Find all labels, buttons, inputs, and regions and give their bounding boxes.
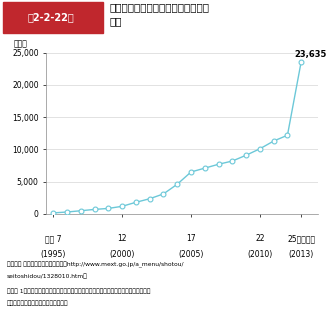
Text: 22: 22 [255,234,265,243]
Text: （出典） 文部科学省ホームページ（http://www.mext.go.jp/a_menu/shotou/: （出典） 文部科学省ホームページ（http://www.mext.go.jp/a… [7,262,183,268]
Text: 第2-2-22図: 第2-2-22図 [28,13,75,23]
Text: 17: 17 [186,234,196,243]
Text: (2000): (2000) [110,250,135,259]
Text: 25（年度）: 25（年度） [287,234,315,243]
Text: (1995): (1995) [40,250,66,259]
Text: 派遣されている学校の総数。: 派遣されている学校の総数。 [7,300,68,306]
FancyBboxPatch shape [3,2,103,33]
Text: （注） 1．配置箇所とは，スクールカウンセラーが配置されている学校と教育委員会，: （注） 1．配置箇所とは，スクールカウンセラーが配置されている学校と教育委員会， [7,288,150,294]
Text: (2005): (2005) [178,250,204,259]
Text: 12: 12 [118,234,127,243]
Text: (2013): (2013) [289,250,314,259]
Text: (2010): (2010) [247,250,272,259]
Text: スクールカウンセラー配置箇所数の
推移: スクールカウンセラー配置箇所数の 推移 [109,2,209,26]
Text: （人）: （人） [14,39,28,48]
Text: 平成 7: 平成 7 [45,234,62,243]
Text: seitoshidou/1328010.htm）: seitoshidou/1328010.htm） [7,274,87,279]
Text: 23,635: 23,635 [294,50,327,59]
